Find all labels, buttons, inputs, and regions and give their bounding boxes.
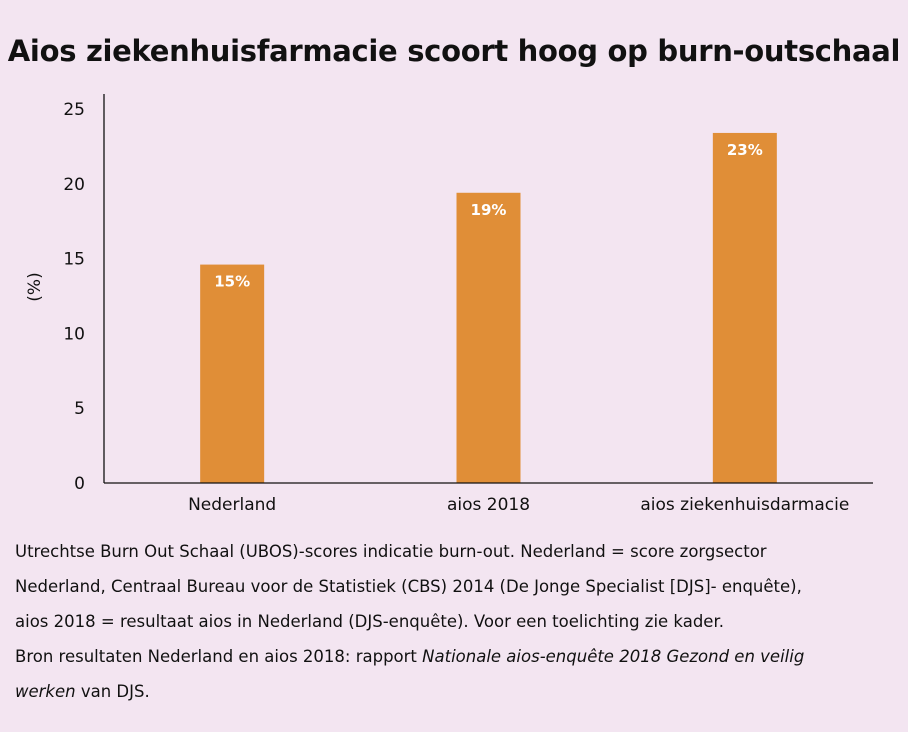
- y-axis-label: (%): [25, 272, 45, 301]
- y-tick-label: 15: [63, 250, 85, 270]
- bar-chart: 0 5 10 15 20 25 (%) 15% 19% 23% Nederland aios 2…: [25, 94, 873, 515]
- caption-line-3: aios 2018 = resultaat aios in Nederland …: [15, 612, 724, 631]
- chart-caption: Utrechtse Burn Out Schaal (UBOS)-scores …: [15, 534, 895, 639]
- source-line-2: werken van DJS.: [15, 674, 895, 709]
- caption-line-1: Utrechtse Burn Out Schaal (UBOS)-scores …: [15, 542, 767, 561]
- bar: [712, 132, 777, 483]
- y-tick-label: 10: [63, 324, 85, 344]
- bar: [456, 192, 521, 483]
- source-note: Bron resultaten Nederland en aios 2018: …: [15, 639, 895, 709]
- x-tick-label: aios ziekenhuisdarmacie: [640, 495, 849, 515]
- x-tick-label: Nederland: [188, 495, 276, 515]
- bar-data-label: 23%: [727, 141, 763, 159]
- source-prefix: Bron resultaten Nederland en aios 2018: …: [15, 647, 423, 666]
- y-tick-label: 0: [74, 474, 85, 494]
- report-title-part-2: werken: [15, 682, 76, 701]
- y-tick-label: 25: [63, 100, 85, 120]
- source-suffix: van DJS.: [75, 682, 150, 701]
- x-axis-ticks: Nederland aios 2018 aios ziekenhuisdarmaci…: [188, 495, 849, 515]
- y-tick-label: 20: [63, 175, 85, 195]
- y-tick-label: 5: [74, 399, 85, 419]
- x-tick-label: aios 2018: [447, 495, 530, 515]
- bar-data-label: 19%: [471, 201, 507, 219]
- bars: 15% 19% 23%: [200, 132, 777, 483]
- y-axis-ticks: 0 5 10 15 20 25: [63, 100, 85, 494]
- chart-title: Aios ziekenhuisfarmacie scoort hoog op b…: [7, 34, 901, 68]
- source-line-1: Bron resultaten Nederland en aios 2018: …: [15, 639, 895, 674]
- bar: [200, 264, 265, 483]
- caption-line-2: Nederland, Centraal Bureau voor de Stati…: [15, 577, 802, 596]
- bar-data-label: 15%: [214, 273, 250, 291]
- report-title-part-1: Nationale aios-enquête 2018 Gezond en ve…: [422, 647, 805, 666]
